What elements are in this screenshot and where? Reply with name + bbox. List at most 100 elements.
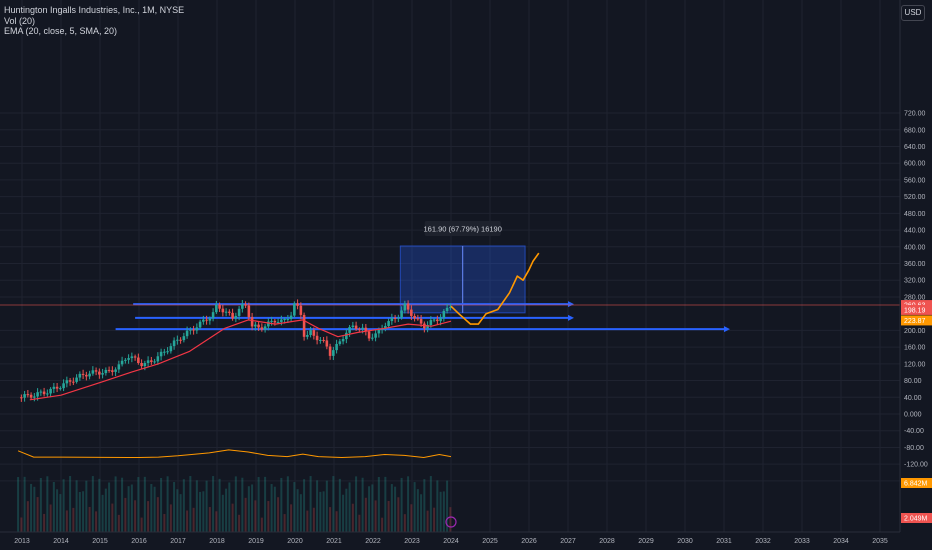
candle-body xyxy=(263,326,267,330)
measure-label: 161.90 (67.79%) 16190 xyxy=(423,224,501,233)
volume-bar xyxy=(153,486,156,532)
price-tick-label: 80.00 xyxy=(904,378,922,385)
volume-bar xyxy=(195,480,198,532)
candle-body xyxy=(315,335,319,341)
candle-body xyxy=(124,359,127,361)
volume-bar xyxy=(303,479,306,532)
volume-bar xyxy=(189,476,192,532)
symbol-title[interactable]: Huntington Ingalls Industries, Inc., 1M,… xyxy=(4,5,185,15)
volume-bar xyxy=(43,513,46,532)
volume-bar xyxy=(124,497,127,532)
time-tick-label: 2023 xyxy=(404,538,420,545)
price-tick-label: 120.00 xyxy=(904,361,926,368)
volume-bar xyxy=(182,479,185,532)
candle-body xyxy=(436,319,439,322)
time-tick-label: 2024 xyxy=(443,538,459,545)
candle-body xyxy=(130,356,134,359)
candle-body xyxy=(26,394,30,396)
volume-label: 6.842M xyxy=(904,481,928,488)
candle-body xyxy=(228,311,231,313)
volume-bar xyxy=(342,494,345,532)
candle-body xyxy=(260,327,264,330)
candle-body xyxy=(133,356,137,358)
time-tick-label: 2018 xyxy=(209,538,225,545)
candle-body xyxy=(280,319,283,323)
volume-bar xyxy=(439,491,442,532)
volume-indicator-label[interactable]: Vol (20) xyxy=(4,15,36,26)
volume-bar xyxy=(108,482,111,532)
volume-bar xyxy=(351,503,354,532)
candle-body xyxy=(299,305,303,315)
currency-button[interactable]: USD xyxy=(901,5,925,21)
candle-body xyxy=(94,370,98,372)
volume-ema-line xyxy=(17,449,452,458)
price-tick-label: 360.00 xyxy=(904,261,926,268)
volume-bar xyxy=(247,486,250,532)
volume-bar xyxy=(251,484,254,532)
volume-bar xyxy=(355,476,358,532)
volume-bar xyxy=(296,489,299,532)
candle-body xyxy=(101,373,104,375)
volume-bar xyxy=(377,477,380,532)
candle-body xyxy=(218,304,221,309)
time-tick-label: 2017 xyxy=(170,538,186,545)
price-label: 198.19 xyxy=(904,307,926,314)
candle-body xyxy=(293,303,296,316)
candle-body xyxy=(322,339,325,341)
price-tick-label: 440.00 xyxy=(904,228,926,235)
candle-body xyxy=(202,319,205,322)
candle-body xyxy=(341,339,345,342)
time-tick-label: 2032 xyxy=(755,538,771,545)
volume-bar xyxy=(329,507,332,532)
candle-body xyxy=(325,340,329,347)
ema-indicator-label[interactable]: EMA (20, close, 5, SMA, 20) xyxy=(4,26,118,36)
volume-bar xyxy=(221,494,224,532)
volume-bar xyxy=(212,476,215,532)
candle-body xyxy=(309,330,312,335)
volume-bar xyxy=(30,483,33,532)
volume-bar xyxy=(416,489,419,532)
candle-body xyxy=(416,318,420,320)
volume-bar xyxy=(160,477,163,532)
volume-bar xyxy=(205,480,208,532)
volume-bar xyxy=(238,514,241,532)
volume-bar xyxy=(26,501,29,532)
candle-body xyxy=(46,393,49,395)
candle-body xyxy=(335,343,338,351)
candle-body xyxy=(244,304,247,306)
volume-bar xyxy=(364,497,367,532)
candle-body xyxy=(406,303,410,310)
volume-bar xyxy=(264,476,267,532)
candle-body xyxy=(400,310,403,318)
candle-body xyxy=(283,318,286,320)
candle-body xyxy=(257,324,260,328)
volume-bar xyxy=(143,476,146,532)
volume-bar xyxy=(52,481,55,532)
volume-bar xyxy=(176,489,179,532)
candle-body xyxy=(23,394,26,398)
candle-body xyxy=(140,362,143,367)
price-label: 223.87 xyxy=(904,318,926,325)
candle-body xyxy=(432,319,436,321)
candle-body xyxy=(254,324,257,327)
candle-body xyxy=(429,320,433,325)
volume-bar xyxy=(338,478,341,532)
volume-bar xyxy=(260,517,263,532)
volume-bar xyxy=(335,511,338,532)
volume-bar xyxy=(208,507,211,532)
volume-bar xyxy=(46,476,49,532)
volume-bar xyxy=(202,491,205,532)
volume-bar xyxy=(78,491,81,532)
time-tick-label: 2033 xyxy=(794,538,810,545)
candle-body xyxy=(169,346,173,352)
time-tick-label: 2035 xyxy=(872,538,888,545)
price-tick-label: 560.00 xyxy=(904,177,926,184)
time-tick-label: 2025 xyxy=(482,538,498,545)
time-tick-label: 2020 xyxy=(287,538,303,545)
volume-bar xyxy=(23,476,26,532)
candle-body xyxy=(426,324,429,329)
candle-body xyxy=(234,315,238,319)
volume-bar xyxy=(322,491,325,532)
volume-bar xyxy=(121,477,124,532)
